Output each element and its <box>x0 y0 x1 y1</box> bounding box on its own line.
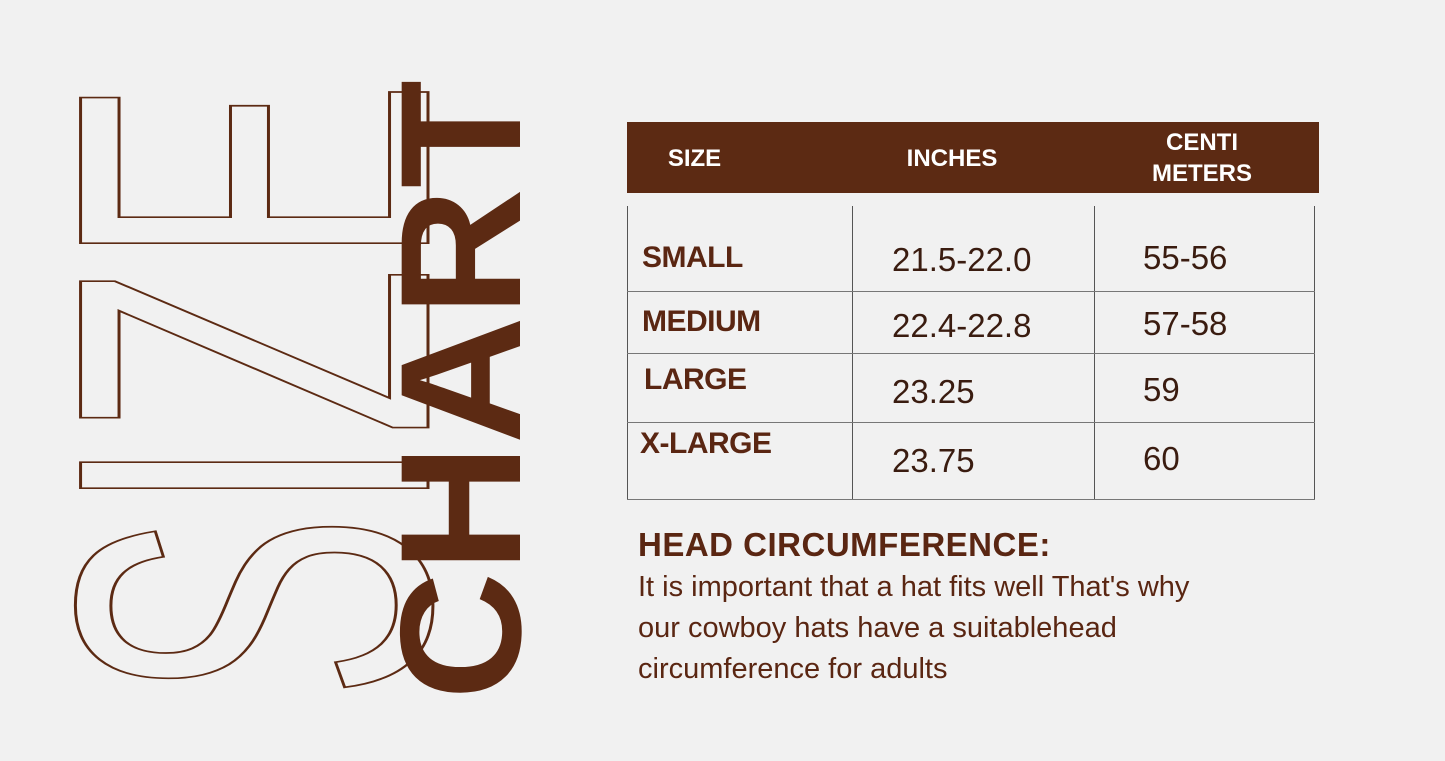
divider <box>627 353 1315 354</box>
header-cm-line2: METERS <box>1151 160 1252 187</box>
size-cell: LARGE <box>644 363 747 396</box>
cm-cell: 60 <box>1143 440 1180 477</box>
header-cm-line1: CENTI <box>1166 129 1238 156</box>
table-header: SIZE INCHES CENTI METERS <box>627 122 1319 193</box>
inches-cell: 22.4-22.8 <box>892 307 1032 344</box>
title-size-outline: SIZE <box>0 80 536 700</box>
size-table: SMALL 21.5-22.0 55-56 MEDIUM 22.4-22.8 5… <box>627 206 1315 500</box>
inches-cell: 23.75 <box>892 442 975 479</box>
cm-cell: 57-58 <box>1143 305 1228 342</box>
size-cell: SMALL <box>642 241 743 274</box>
cm-cell: 59 <box>1143 371 1180 408</box>
inches-cell: 23.25 <box>892 373 975 410</box>
inches-cell: 21.5-22.0 <box>892 241 1032 278</box>
header-inches: INCHES <box>906 145 998 172</box>
note-title: HEAD CIRCUMFERENCE: <box>638 526 1051 563</box>
divider <box>627 291 1315 292</box>
divider <box>627 422 1315 423</box>
title-chart-filled: CHART <box>365 80 557 700</box>
cm-cell: 55-56 <box>1143 239 1228 276</box>
size-cell: X-LARGE <box>640 427 772 460</box>
note-line: circumference for adults <box>638 653 948 685</box>
note-body: It is important that a hat fits well Tha… <box>638 567 1318 690</box>
note-line: our cowboy hats have a suitablehead <box>638 612 1117 644</box>
divider <box>627 499 1315 500</box>
size-cell: MEDIUM <box>642 305 761 338</box>
header-size: SIZE <box>667 145 722 172</box>
note-line: It is important that a hat fits well Tha… <box>638 571 1190 603</box>
